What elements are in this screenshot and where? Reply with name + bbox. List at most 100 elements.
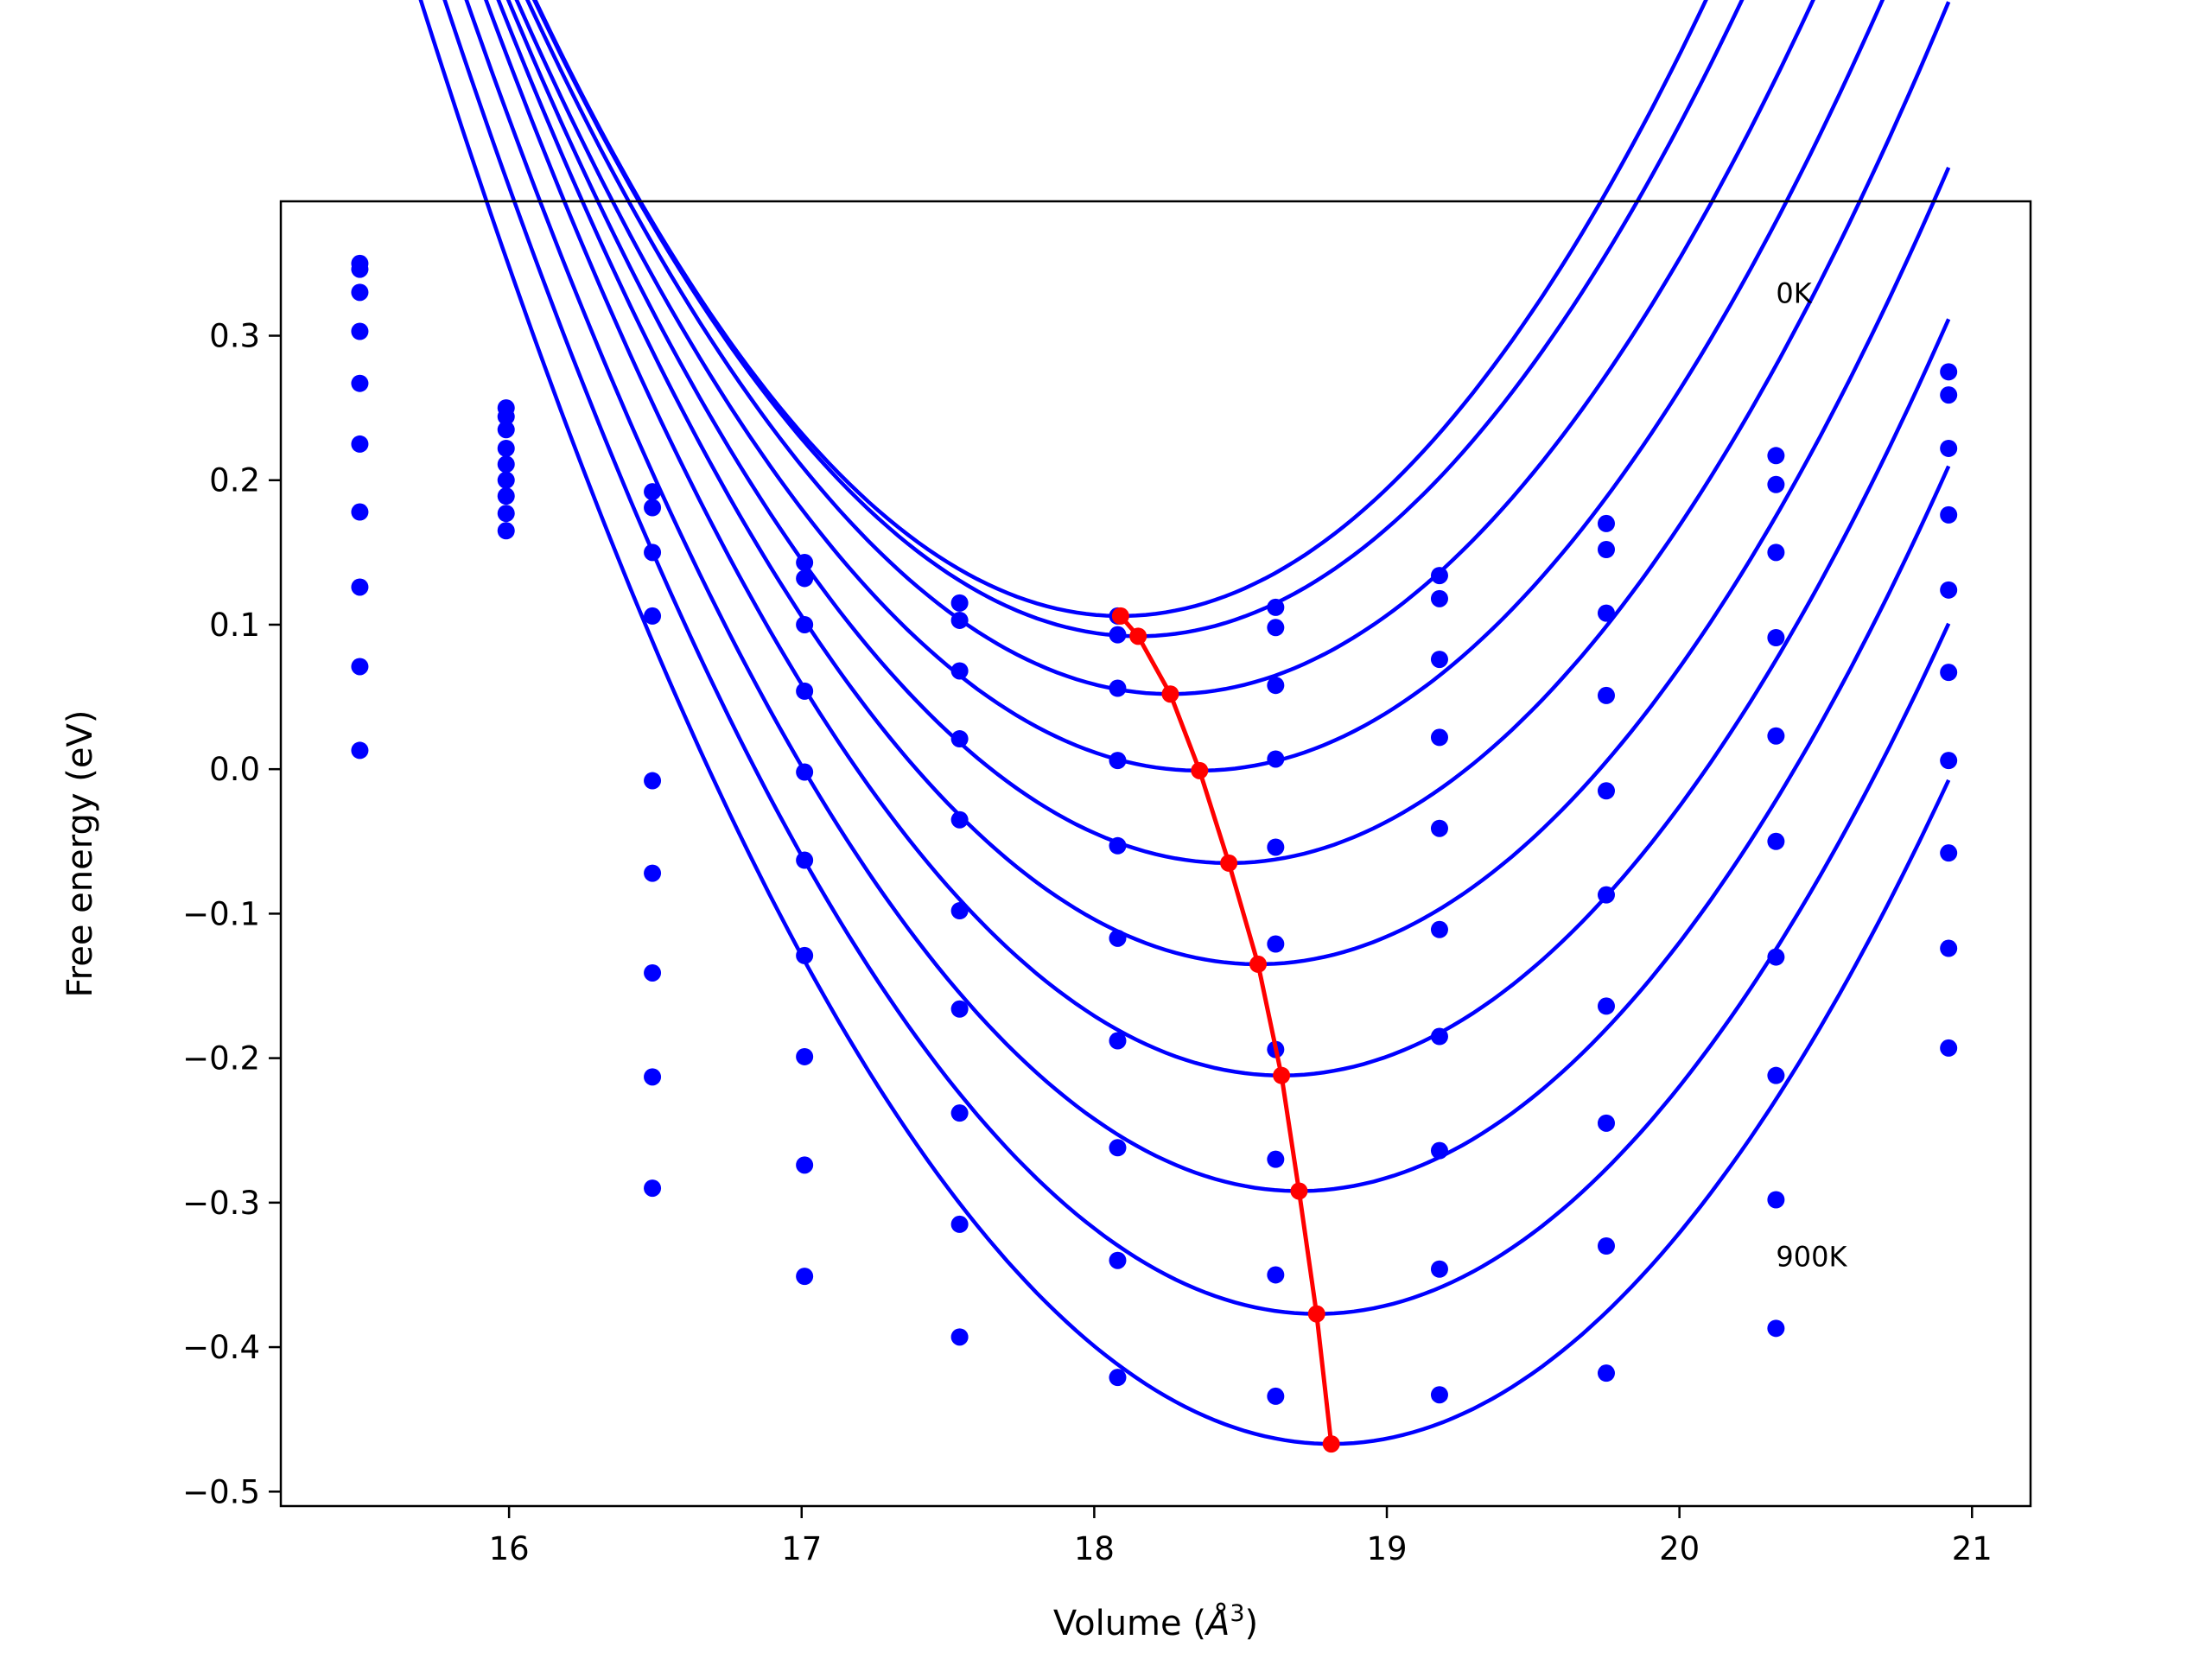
- x-axis-label: Volume (Å3): [1053, 1600, 1258, 1643]
- data-point: [644, 772, 662, 790]
- data-point: [796, 946, 814, 964]
- data-point: [1767, 447, 1785, 465]
- x-axis-label-exponent: 3: [1230, 1600, 1244, 1627]
- data-point: [950, 594, 969, 612]
- data-point: [497, 505, 515, 523]
- x-axis: 16 17 18 19 20 21: [489, 1506, 1993, 1567]
- y-tick-label: −0.5: [182, 1473, 260, 1510]
- data-point: [644, 864, 662, 882]
- data-point: [950, 1328, 969, 1346]
- y-tick-label: 0.1: [209, 607, 260, 644]
- data-point: [1767, 1191, 1785, 1209]
- fit-curve: [524, 0, 1815, 696]
- data-point: [1109, 1251, 1127, 1269]
- fit-curve: [464, 0, 1951, 1193]
- fit-curve: [496, 0, 1951, 967]
- minima-point: [1220, 854, 1238, 872]
- data-point: [1940, 386, 1958, 404]
- minima-point: [1307, 1305, 1325, 1323]
- data-point: [644, 607, 662, 625]
- data-point: [950, 1104, 969, 1122]
- data-point: [497, 421, 515, 439]
- fit-curve: [442, 0, 1951, 1316]
- y-axis-label: Free energy (eV): [60, 710, 100, 998]
- y-axis: −0.5 −0.4 −0.3 −0.2 −0.1 0.0 0.1 0.2 0.3: [182, 318, 281, 1510]
- data-point: [644, 543, 662, 562]
- data-point: [351, 374, 369, 392]
- fit-curve: [505, 0, 1951, 866]
- temperature-annotation: 0K: [1776, 276, 1812, 309]
- data-point: [796, 554, 814, 572]
- data-point: [1597, 997, 1615, 1015]
- data-point: [497, 522, 515, 540]
- data-point: [1267, 838, 1285, 856]
- data-point: [1767, 1066, 1785, 1084]
- data-point: [497, 487, 515, 505]
- data-point: [1109, 929, 1127, 947]
- data-point: [1109, 626, 1127, 644]
- data-point: [1109, 752, 1127, 770]
- x-tick-label: 16: [489, 1530, 530, 1567]
- fit-curve: [531, 0, 1745, 639]
- data-point: [1940, 581, 1958, 599]
- temperature-annotation: 900K: [1776, 1241, 1847, 1274]
- minima-point: [1249, 955, 1268, 973]
- data-point: [950, 611, 969, 629]
- data-point: [950, 730, 969, 748]
- data-point: [1597, 514, 1615, 532]
- y-tick-label: 0.3: [209, 318, 260, 355]
- x-axis-label-prefix: Volume (: [1053, 1604, 1206, 1643]
- y-tick-label: −0.4: [182, 1329, 260, 1366]
- data-point: [1767, 629, 1785, 647]
- data-point: [351, 741, 369, 760]
- data-point: [351, 435, 369, 453]
- data-point: [1597, 782, 1615, 800]
- data-point: [796, 1047, 814, 1065]
- fit-curves: [418, 0, 1951, 1446]
- data-point: [1267, 598, 1285, 616]
- data-point: [1940, 939, 1958, 957]
- minima-point: [1191, 761, 1209, 779]
- data-point: [1430, 1260, 1448, 1278]
- y-tick-label: 0.0: [209, 751, 260, 788]
- fit-curve: [514, 0, 1885, 773]
- data-point: [950, 810, 969, 829]
- data-point: [1267, 1387, 1285, 1405]
- y-tick-label: 0.2: [209, 462, 260, 499]
- data-point: [1940, 505, 1958, 524]
- data-point: [1430, 651, 1448, 669]
- minima-point: [1111, 607, 1129, 625]
- data-point: [796, 569, 814, 588]
- data-point: [1109, 679, 1127, 697]
- data-point: [644, 483, 662, 501]
- data-point: [1267, 619, 1285, 637]
- data-point: [1767, 543, 1785, 562]
- data-point: [1940, 752, 1958, 770]
- data-point: [497, 455, 515, 474]
- data-point: [950, 1000, 969, 1018]
- data-point: [1940, 664, 1958, 682]
- data-point: [351, 658, 369, 676]
- data-point: [796, 1268, 814, 1286]
- x-tick-label: 19: [1366, 1530, 1407, 1567]
- plot-frame: [279, 200, 2032, 1508]
- data-point: [1940, 844, 1958, 862]
- data-point: [1597, 886, 1615, 904]
- data-point: [1430, 1027, 1448, 1046]
- data-point: [351, 322, 369, 340]
- data-point: [1767, 727, 1785, 745]
- x-tick-label: 18: [1074, 1530, 1115, 1567]
- data-point: [1267, 677, 1285, 695]
- data-point: [497, 408, 515, 426]
- data-point: [1430, 1141, 1448, 1160]
- data-point: [1267, 1266, 1285, 1284]
- y-tick-label: −0.1: [182, 895, 260, 932]
- data-point: [1109, 1369, 1127, 1387]
- data-point: [644, 1068, 662, 1086]
- data-point: [1597, 1237, 1615, 1255]
- data-point: [1430, 567, 1448, 585]
- data-point: [950, 662, 969, 680]
- y-tick-label: −0.3: [182, 1185, 260, 1222]
- data-point: [1267, 935, 1285, 953]
